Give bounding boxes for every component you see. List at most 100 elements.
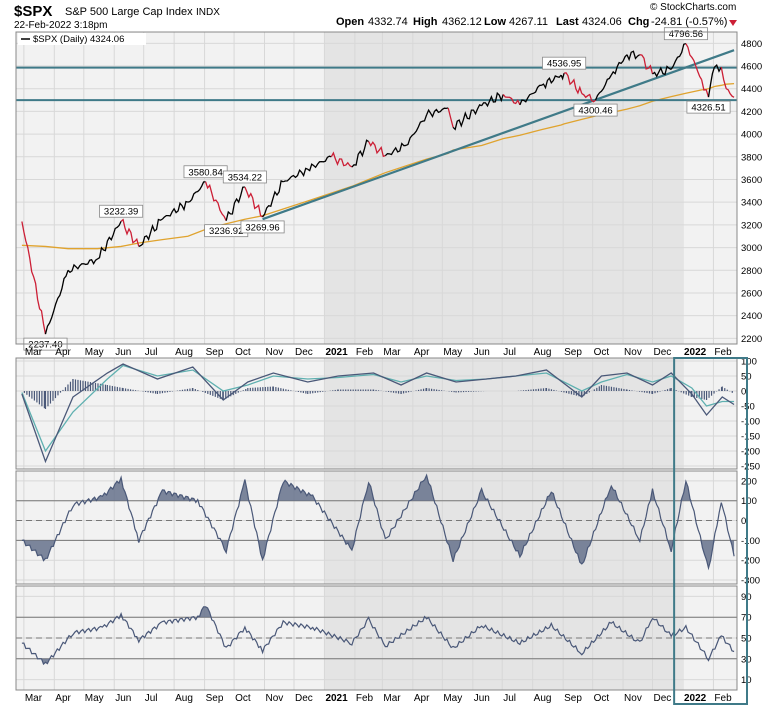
- x-axis-label-bottom: 2022: [684, 693, 707, 704]
- x-axis-label-bottom: Jul: [503, 693, 516, 704]
- x-axis-label-bottom: Nov: [624, 693, 642, 704]
- panel-shade-price: [681, 32, 737, 344]
- y-tick-label: -200: [741, 556, 760, 567]
- macd-line: [21, 363, 735, 464]
- price-segment: [626, 50, 641, 62]
- low-label: Low: [484, 16, 506, 28]
- annotation-label: 4796.56: [669, 29, 703, 40]
- x-axis-label-bottom: Sep: [564, 693, 582, 704]
- oscillator-line: [21, 606, 735, 666]
- high-label: High: [413, 16, 438, 28]
- x-axis-label-bottom: Oct: [594, 693, 610, 704]
- price-segment: [563, 72, 583, 95]
- y-tick-label: 2200: [741, 334, 762, 345]
- open-value: 4332.74: [368, 16, 408, 28]
- panel-shade-price: [16, 32, 325, 344]
- price-segment: [610, 54, 628, 76]
- price-segment: [685, 43, 703, 80]
- x-axis-label-bottom: May: [443, 693, 462, 704]
- oscillator-line: [21, 473, 735, 571]
- annotation-box: [222, 170, 267, 184]
- price-segment: [639, 54, 654, 75]
- panel-border: [15, 31, 738, 345]
- chg-value: -24.81 (-0.57%): [651, 16, 727, 28]
- y-tick-label: -100: [741, 417, 760, 428]
- panel-shade-price: [324, 32, 682, 344]
- price-segment: [560, 73, 565, 81]
- x-axis-label-bottom: Nov: [266, 693, 284, 704]
- x-axis-label-top: Jul: [145, 347, 158, 358]
- annotation-box: [663, 27, 708, 41]
- price-segment: [21, 221, 47, 335]
- price-segment: [452, 103, 482, 131]
- price-segment: [713, 63, 722, 73]
- price-segment: [670, 43, 687, 70]
- x-axis-label-bottom: Apr: [414, 693, 430, 704]
- open-label: Open: [336, 16, 364, 28]
- price-segment: [405, 114, 428, 147]
- y-tick-label: -200: [741, 447, 760, 458]
- exchange: INDX: [196, 7, 220, 18]
- price-segment: [447, 107, 454, 128]
- low-value: 4267.11: [509, 16, 548, 28]
- annotation-box: [240, 220, 285, 234]
- price-segment: [368, 141, 386, 158]
- y-tick-label: 3400: [741, 198, 762, 209]
- y-tick-label: 4200: [741, 107, 762, 118]
- x-axis-label-top: Aug: [175, 347, 193, 358]
- x-axis-label-bottom: May: [85, 693, 104, 704]
- x-axis-label-bottom: Sep: [206, 693, 224, 704]
- x-axis-label-top: Nov: [266, 347, 284, 358]
- last-label: Last: [556, 16, 579, 28]
- x-axis-label-bottom: Jul: [145, 693, 158, 704]
- y-tick-label: 200: [741, 476, 757, 487]
- x-axis-label-bottom: Jun: [115, 693, 131, 704]
- panel-border: [15, 357, 738, 470]
- watermark: © StockCharts.com: [650, 2, 736, 13]
- y-tick-label: -250: [741, 462, 760, 473]
- highlight-box: [673, 357, 749, 705]
- x-axis-label-bottom: Aug: [534, 693, 552, 704]
- chart-layers: 4800 4600 4400 4200 4000 3800 3600 3400 3200 3000…: [15, 27, 762, 705]
- x-axis-label-top: Jun: [115, 347, 131, 358]
- legend-label: $SPX (Daily) 4324.06: [33, 34, 124, 45]
- y-tick-label: 4000: [741, 130, 762, 141]
- y-tick-label: 3200: [741, 220, 762, 231]
- price-segment: [351, 139, 369, 168]
- x-axis-label-top: Feb: [714, 347, 732, 358]
- symbol: $SPX: [14, 3, 52, 20]
- x-axis-label-top: 2021: [325, 347, 348, 358]
- y-tick-label: 4800: [741, 39, 762, 50]
- x-axis-label-top: Mar: [25, 347, 43, 358]
- price-segment: [120, 218, 140, 247]
- x-axis-label-bottom: Feb: [356, 693, 374, 704]
- annotation-box: [99, 204, 144, 218]
- x-axis-label-top: Jun: [474, 347, 490, 358]
- y-tick-label: 0: [741, 516, 746, 527]
- x-axis-label-bottom: Dec: [654, 693, 672, 704]
- y-tick-label: -150: [741, 432, 760, 443]
- trendline: [262, 49, 735, 221]
- y-tick-label: 2400: [741, 311, 762, 322]
- y-tick-label: 4600: [741, 62, 762, 73]
- y-tick-label: 3600: [741, 175, 762, 186]
- x-axis-label-bottom: Apr: [55, 693, 71, 704]
- annotation-box: [573, 103, 618, 117]
- last-value: 4324.06: [582, 16, 622, 28]
- y-tick-label: 100: [741, 357, 757, 368]
- price-segment: [187, 181, 206, 203]
- price-segment: [594, 74, 612, 101]
- x-axis-label-bottom: Mar: [383, 693, 401, 704]
- y-tick-label: 0: [741, 387, 746, 398]
- y-tick-label: 3800: [741, 152, 762, 163]
- panel-shade-indicator_2: [16, 471, 325, 584]
- annotation-box: [686, 100, 731, 114]
- panel-shade-indicator_1: [681, 358, 737, 469]
- x-axis-label-bottom: Jun: [474, 693, 490, 704]
- y-tick-label: -300: [741, 576, 760, 587]
- price-segment: [652, 65, 672, 78]
- price-segment: [425, 107, 449, 118]
- price-segment: [262, 179, 284, 218]
- price-segment: [541, 74, 562, 90]
